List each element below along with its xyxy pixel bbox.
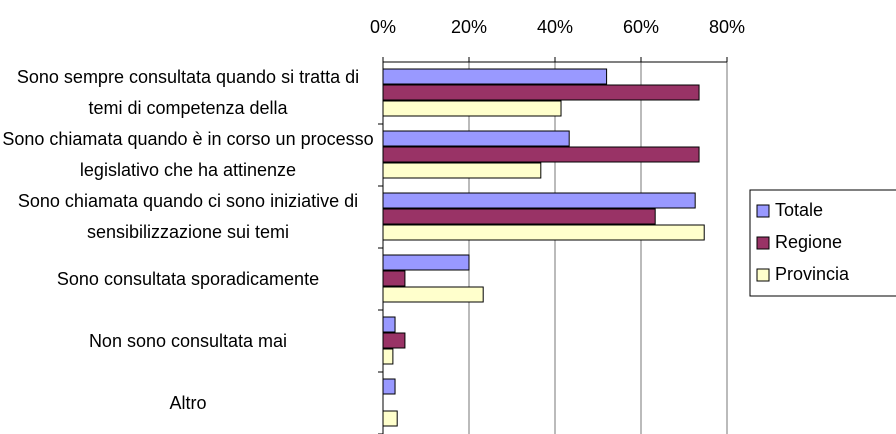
x-tick-label: 20% — [451, 17, 487, 37]
bar — [382, 254, 470, 271]
bar — [382, 208, 656, 225]
bar — [382, 286, 484, 303]
legend-swatch — [756, 268, 770, 282]
bar — [382, 348, 394, 365]
bar — [382, 146, 700, 163]
legend-box — [749, 189, 896, 297]
x-tick-label: 80% — [709, 17, 745, 37]
legend-label: Totale — [775, 200, 823, 220]
y-tick-label: Sono chiamata quando è in corso un proce… — [2, 129, 374, 180]
bar — [382, 378, 396, 395]
bar — [382, 192, 696, 209]
x-tick-label: 0% — [370, 17, 396, 37]
legend-label: Regione — [775, 232, 842, 252]
legend-swatch — [756, 204, 770, 218]
y-tick-label: Sono sempre consultata quando si tratta … — [16, 67, 360, 118]
bar — [382, 162, 542, 179]
x-tick-label: 60% — [623, 17, 659, 37]
bar — [382, 130, 570, 147]
y-tick-label: Altro — [169, 392, 207, 413]
bar — [382, 410, 398, 427]
bar — [382, 224, 705, 241]
bar — [382, 68, 608, 85]
y-tick-label: Sono consultata sporadicamente — [56, 268, 320, 289]
bar — [382, 270, 406, 287]
bar — [382, 332, 406, 349]
y-tick-label: Non sono consultata mai — [88, 330, 288, 351]
bar — [382, 316, 396, 333]
bar — [382, 100, 562, 117]
x-tick-label: 40% — [537, 17, 573, 37]
bar — [382, 84, 700, 101]
legend-swatch — [756, 236, 770, 250]
legend-label: Provincia — [775, 264, 850, 284]
y-tick-label: Sono chiamata quando ci sono iniziative … — [17, 191, 359, 242]
